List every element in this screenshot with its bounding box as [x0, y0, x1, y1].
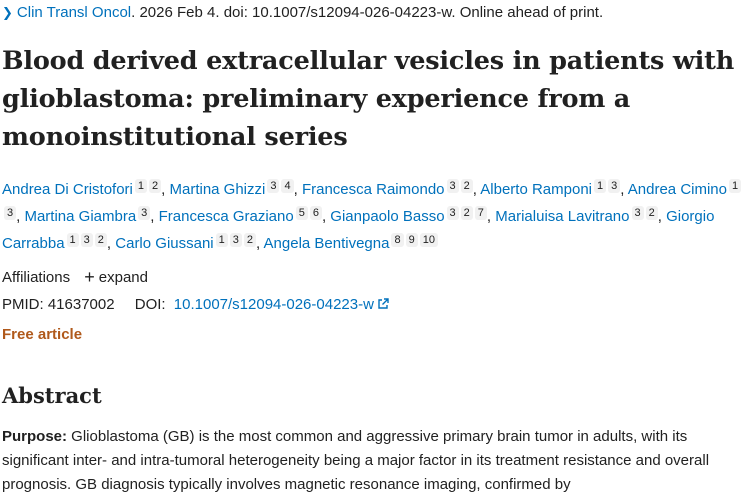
- pmid-label: PMID:: [2, 296, 44, 313]
- author-separator: ,: [16, 208, 25, 225]
- author-link[interactable]: Alberto Ramponi: [480, 181, 593, 198]
- authors-list: Andrea Di Cristofori 1 2, Martina Ghizzi 3 4…: [2, 176, 747, 257]
- affiliation-ref-button[interactable]: 2: [645, 206, 658, 220]
- affiliation-ref-button[interactable]: 3: [267, 179, 280, 193]
- author-separator: ,: [486, 208, 496, 225]
- pmid-value: 41637002: [47, 296, 115, 313]
- author-link[interactable]: Francesca Raimondo: [301, 181, 445, 198]
- author-item: Francesca Raimondo 3 2,: [301, 179, 481, 198]
- author-link[interactable]: Gianpaolo Basso: [330, 208, 445, 225]
- affiliations-label: Affiliations: [2, 269, 71, 286]
- author-separator: ,: [106, 235, 116, 252]
- author-link[interactable]: Martina Giambra: [24, 208, 137, 225]
- author-separator: ,: [150, 208, 159, 225]
- abstract-heading: Abstract: [2, 383, 102, 408]
- affiliation-ref-button[interactable]: 3: [138, 206, 151, 220]
- affiliation-ref-button[interactable]: 3: [80, 233, 93, 247]
- affiliation-ref-button[interactable]: 9: [405, 233, 418, 247]
- author-separator: ,: [620, 181, 628, 198]
- article-title: Blood derived extracellular vesicles in …: [2, 46, 735, 152]
- author-link[interactable]: Francesca Graziano: [158, 208, 294, 225]
- affiliation-ref-button[interactable]: 3: [446, 206, 459, 220]
- affiliation-ref-button[interactable]: 1: [729, 179, 742, 193]
- author-separator: ,: [321, 208, 331, 225]
- affiliation-ref-button[interactable]: 2: [243, 233, 257, 247]
- affiliation-ref-button[interactable]: 1: [594, 179, 607, 193]
- affiliation-ref-button[interactable]: 3: [4, 206, 17, 220]
- affiliation-ref-button[interactable]: 5: [295, 206, 308, 220]
- author-separator: ,: [657, 208, 667, 225]
- author-item: Martina Ghizzi 3 4,: [169, 179, 302, 198]
- author-separator: ,: [161, 181, 170, 198]
- affiliations-row: Affiliations + expand: [2, 266, 148, 288]
- purpose-label: Purpose:: [2, 428, 68, 445]
- affiliation-ref-button[interactable]: 6: [309, 206, 322, 220]
- free-article-badge: Free article: [2, 326, 83, 343]
- author-link[interactable]: Andrea Di Cristofori: [2, 181, 133, 198]
- author-item: Giorgio Carrabba 1 3 2,: [2, 208, 714, 252]
- author-link[interactable]: Marialuisa Lavitrano: [495, 208, 630, 225]
- author-item: Martina Giambra 3,: [24, 206, 159, 225]
- author-item: Angela Bentivegna 8 9 10: [263, 233, 438, 252]
- affiliation-ref-button[interactable]: 3: [446, 179, 459, 193]
- author-separator: ,: [256, 235, 264, 252]
- journal-link[interactable]: Clin Transl Oncol: [16, 4, 132, 21]
- doi-link[interactable]: 10.1007/s12094-026-04223-w: [174, 296, 389, 313]
- author-item: Marialuisa Lavitrano 3 2,: [495, 206, 667, 225]
- affiliation-ref-button[interactable]: 1: [66, 233, 79, 247]
- author-separator: ,: [472, 181, 481, 198]
- affiliation-ref-button[interactable]: 3: [229, 233, 242, 247]
- purpose-text: Glioblastoma (GB) is the most common and…: [2, 428, 710, 493]
- author-link[interactable]: Giorgio Carrabba: [2, 208, 715, 252]
- citation-details: . 2026 Feb 4. doi: 10.1007/s12094-026-04…: [131, 4, 604, 21]
- chevron-right-icon[interactable]: ❯: [2, 5, 13, 20]
- affiliation-ref-button[interactable]: 7: [474, 206, 487, 220]
- author-item: Alberto Ramponi 1 3,: [480, 179, 628, 198]
- author-item: Andrea Cimino 13,: [2, 179, 742, 225]
- author-item: Francesca Graziano 5 6,: [158, 206, 331, 225]
- affiliation-ref-button[interactable]: 4: [281, 179, 294, 193]
- author-link[interactable]: Martina Ghizzi: [169, 181, 266, 198]
- affiliation-ref-button[interactable]: 1: [215, 233, 228, 247]
- author-link[interactable]: Andrea Cimino: [627, 181, 727, 198]
- affiliation-ref-button[interactable]: 8: [391, 233, 404, 247]
- affiliation-ref-button[interactable]: 2: [460, 206, 473, 220]
- affiliation-ref-button[interactable]: 3: [631, 206, 644, 220]
- affiliation-ref-button[interactable]: 10: [419, 233, 438, 247]
- affiliations-expand-button[interactable]: + expand: [84, 267, 148, 287]
- author-link[interactable]: Carlo Giussani: [115, 235, 214, 252]
- affiliation-ref-button[interactable]: 2: [149, 179, 162, 193]
- doi-label: DOI:: [134, 296, 166, 313]
- affiliation-ref-button[interactable]: 2: [94, 233, 107, 247]
- author-item: Andrea Di Cristofori 1 2,: [2, 179, 170, 198]
- plus-icon: +: [84, 267, 95, 287]
- author-separator: ,: [293, 181, 302, 198]
- external-link-icon: [378, 298, 389, 309]
- doi-value[interactable]: 10.1007/s12094-026-04223-w: [173, 296, 374, 313]
- author-item: Carlo Giussani 1 3 2,: [115, 233, 264, 252]
- identifiers-row: PMID: 41637002 DOI: 10.1007/s12094-026-0…: [2, 295, 389, 315]
- affiliation-ref-button[interactable]: 3: [608, 179, 621, 193]
- expand-label: expand: [98, 269, 148, 286]
- abstract-paragraph: Purpose: Glioblastoma (GB) is the most c…: [2, 425, 748, 497]
- author-item: Gianpaolo Basso 3 2 7,: [330, 206, 496, 225]
- author-link[interactable]: Angela Bentivegna: [263, 235, 390, 252]
- citation-line: ❯ Clin Transl Oncol. 2026 Feb 4. doi: 10.…: [2, 3, 603, 23]
- affiliation-ref-button[interactable]: 2: [460, 179, 473, 193]
- affiliation-ref-button[interactable]: 1: [134, 179, 148, 193]
